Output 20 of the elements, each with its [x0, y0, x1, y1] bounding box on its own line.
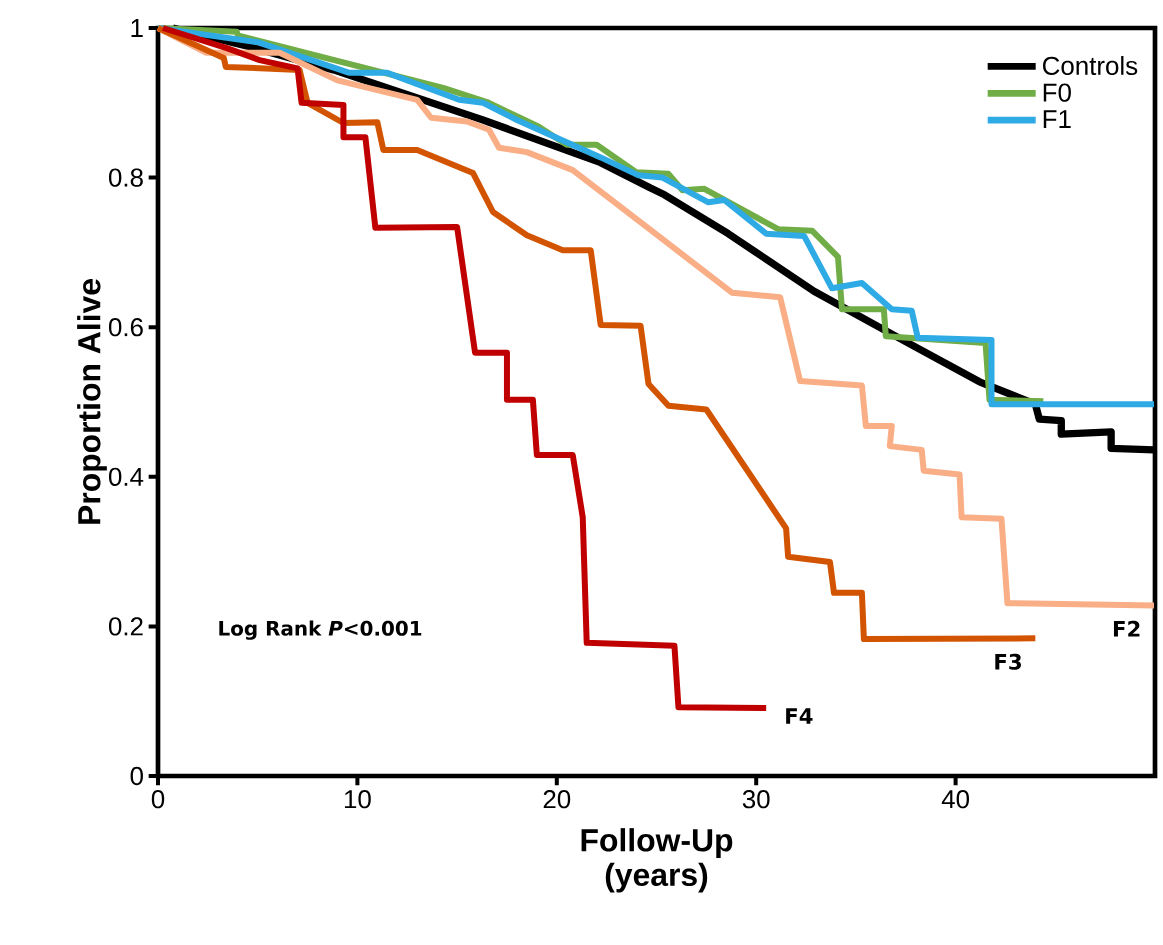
x-tick-label: 40 [941, 790, 969, 809]
x-axis-title: Follow-Up (years) [581, 828, 733, 893]
legend-label: F1 [1043, 110, 1071, 128]
x-tick-label: 30 [742, 790, 770, 809]
x-tick-label: 0 [151, 790, 165, 809]
x-tick-label: 20 [543, 790, 571, 809]
y-tick-label: 0 [130, 766, 143, 786]
y-tick-label: 0.4 [108, 467, 144, 486]
x-tick-label: 10 [344, 790, 371, 809]
y-axis-title: Proportion Alive [77, 279, 107, 524]
annotation: Log Rank P<0.001 [219, 620, 422, 640]
legend-label: Controls [1042, 56, 1138, 76]
y-tick-label: 0.2 [108, 617, 143, 636]
series-label: F2 [1113, 620, 1140, 637]
series-label: F3 [995, 653, 1021, 670]
legend-label: F0 [1043, 83, 1071, 102]
y-tick-label: 0.8 [108, 168, 143, 187]
series-label: F4 [786, 708, 813, 724]
y-tick-label: 1 [131, 19, 143, 37]
y-tick-label: 0.6 [108, 318, 143, 337]
